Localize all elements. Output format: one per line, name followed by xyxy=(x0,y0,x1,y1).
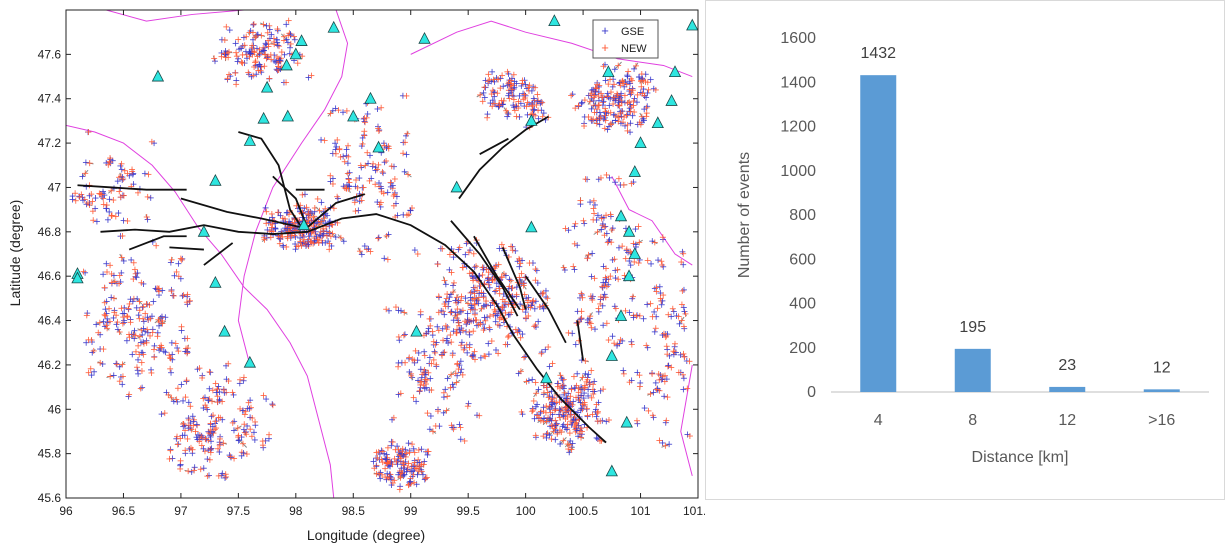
bar-x-axis-label: Distance [km] xyxy=(972,449,1069,466)
map-x-tick-label: 100 xyxy=(516,504,536,518)
bar-x-tick-label: >16 xyxy=(1148,412,1175,429)
bar-data-label: 12 xyxy=(1153,359,1171,376)
map-x-tick-label: 100.5 xyxy=(568,504,598,518)
map-y-tick-label: 46.4 xyxy=(38,314,62,328)
map-x-tick-label: 97.5 xyxy=(227,504,251,518)
map-x-tick-label: 96.5 xyxy=(112,504,136,518)
bar-y-tick-label: 1200 xyxy=(780,119,816,136)
map-x-tick-label: 99 xyxy=(404,504,418,518)
bar-y-axis-label: Number of events xyxy=(736,152,753,278)
bar-y-tick-label: 800 xyxy=(789,207,816,224)
map-x-tick-label: 99.5 xyxy=(457,504,481,518)
bar-chart-panel: 0 200 400 600 800 1000 1200 1400 1600 1432 4 195 8 23… xyxy=(705,0,1225,500)
bar-data-label: 195 xyxy=(959,319,986,336)
seismicity-map: 96 96.5 97 97.5 98 98.5 99 99.5 100 100.5 101 101.5… xyxy=(0,0,705,547)
map-y-tick-label: 47 xyxy=(48,180,62,194)
bar-y-tick-label: 400 xyxy=(789,296,816,313)
bar-12 xyxy=(1049,387,1085,392)
map-y-tick-label: 46.6 xyxy=(38,269,62,283)
bar-y-tick-label: 1600 xyxy=(780,30,816,47)
map-x-tick-label: 101.5 xyxy=(683,504,705,518)
bar-x-tick-label: 8 xyxy=(968,412,977,429)
map-y-tick-label: 46 xyxy=(48,402,62,416)
map-x-tick-label: 96 xyxy=(59,504,73,518)
bar-data-label: 23 xyxy=(1058,357,1076,374)
map-y-tick-label: 45.8 xyxy=(38,447,62,461)
bar-data-label: 1432 xyxy=(860,45,896,62)
bar-x-tick-label: 12 xyxy=(1058,412,1076,429)
map-y-tick-label: 47.2 xyxy=(38,136,62,150)
map-y-tick-label: 46.8 xyxy=(38,225,62,239)
map-plot-area xyxy=(66,10,698,498)
map-y-tick-label: 46.2 xyxy=(38,358,62,372)
legend-label-new: NEW xyxy=(621,43,647,55)
map-x-axis-label: Longitude (degree) xyxy=(307,527,425,543)
bar-y-tick-label: 0 xyxy=(807,384,816,401)
legend-label-gse: GSE xyxy=(621,26,644,38)
bar->16 xyxy=(1144,389,1180,392)
bar-y-tick-label: 1400 xyxy=(780,74,816,91)
legend-marker-new: + xyxy=(601,40,609,55)
map-y-tick-label: 47.6 xyxy=(38,47,62,61)
map-x-tick-label: 97 xyxy=(174,504,188,518)
legend-marker-gse: + xyxy=(601,23,609,38)
bar-y-tick-label: 600 xyxy=(789,251,816,268)
map-x-tick-label: 98 xyxy=(289,504,303,518)
bar-4 xyxy=(860,75,896,392)
map-legend: + GSE + NEW xyxy=(593,20,658,58)
map-y-tick-label: 47.4 xyxy=(38,92,62,106)
map-y-axis-label: Latitude (degree) xyxy=(7,200,23,307)
map-y-tick-label: 45.6 xyxy=(38,491,62,505)
map-x-tick-label: 101 xyxy=(631,504,651,518)
distance-bar-chart: 0 200 400 600 800 1000 1200 1400 1600 1432 4 195 8 23… xyxy=(706,1,1224,499)
map-panel: 96 96.5 97 97.5 98 98.5 99 99.5 100 100.5 101 101.5… xyxy=(0,0,705,547)
map-x-tick-label: 98.5 xyxy=(342,504,366,518)
bar-8 xyxy=(955,349,991,392)
bar-y-tick-label: 1000 xyxy=(780,163,816,180)
bar-x-tick-label: 4 xyxy=(874,412,883,429)
bar-y-tick-label: 200 xyxy=(789,340,816,357)
